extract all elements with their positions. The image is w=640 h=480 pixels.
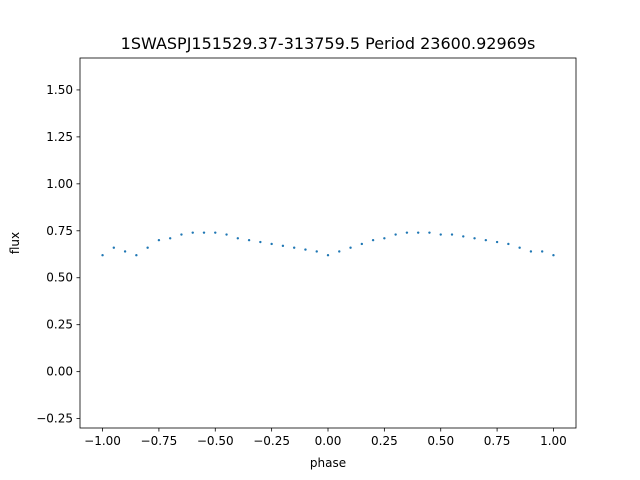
data-points xyxy=(101,231,555,257)
data-point xyxy=(405,231,409,234)
data-point xyxy=(540,250,544,253)
y-tick-label: 1.50 xyxy=(46,83,73,97)
data-point xyxy=(191,231,194,234)
x-tick-label: 0.00 xyxy=(315,434,342,448)
data-point xyxy=(371,238,375,242)
data-point xyxy=(247,238,251,242)
data-point xyxy=(416,231,420,234)
data-point xyxy=(236,237,240,240)
data-point xyxy=(394,233,397,236)
data-point xyxy=(473,237,476,240)
data-point xyxy=(518,246,521,249)
data-point xyxy=(383,237,386,240)
x-tick-label: 0.25 xyxy=(371,434,398,448)
data-point xyxy=(304,248,307,251)
data-point xyxy=(450,233,454,236)
data-point xyxy=(270,242,273,246)
data-point xyxy=(484,238,488,242)
data-point xyxy=(315,250,318,253)
data-point xyxy=(112,246,116,249)
data-point xyxy=(157,238,161,242)
x-axis-ticks: −1.00 −0.75 −0.50 −0.25 0.00 0.25 0.50 0.75 1.00 xyxy=(84,428,567,448)
y-tick-label: 0.75 xyxy=(46,224,73,238)
y-axis-ticks: −0.25 0.00 0.25 0.50 0.75 1.00 1.25 1.50 xyxy=(36,83,80,426)
data-point xyxy=(225,233,228,236)
x-tick-label: −0.25 xyxy=(253,434,290,448)
data-point xyxy=(507,242,510,246)
chart-title: 1SWASPJ151529.37-313759.5 Period 23600.9… xyxy=(121,34,536,53)
y-axis-label: flux xyxy=(8,232,22,254)
data-point xyxy=(146,246,149,249)
data-point xyxy=(439,233,442,236)
data-point xyxy=(259,240,262,244)
data-point xyxy=(281,244,285,248)
y-tick-label: 0.00 xyxy=(46,365,73,379)
data-point xyxy=(292,246,296,249)
x-axis-label: phase xyxy=(310,456,346,470)
x-tick-label: 0.75 xyxy=(484,434,511,448)
data-point xyxy=(326,254,330,257)
data-point xyxy=(123,250,127,253)
data-point xyxy=(529,250,533,253)
data-point xyxy=(135,254,138,257)
x-tick-label: 1.00 xyxy=(540,434,567,448)
data-point xyxy=(360,242,364,246)
x-tick-label: −1.00 xyxy=(84,434,121,448)
data-point xyxy=(349,246,352,249)
x-tick-label: −0.50 xyxy=(197,434,234,448)
data-point xyxy=(428,231,431,234)
data-point xyxy=(462,235,465,238)
data-point xyxy=(495,240,499,244)
y-tick-label: −0.25 xyxy=(36,412,73,426)
y-tick-label: 1.25 xyxy=(46,130,73,144)
y-tick-label: 0.25 xyxy=(46,318,73,332)
y-tick-label: 0.50 xyxy=(46,271,73,285)
data-point xyxy=(552,254,555,257)
data-point xyxy=(338,250,341,253)
data-point xyxy=(101,254,104,257)
y-tick-label: 1.00 xyxy=(46,177,73,191)
data-point xyxy=(202,231,206,234)
x-tick-label: −0.75 xyxy=(141,434,178,448)
data-point xyxy=(214,231,217,234)
data-point xyxy=(180,233,183,236)
data-point xyxy=(168,237,172,240)
x-tick-label: 0.50 xyxy=(427,434,454,448)
